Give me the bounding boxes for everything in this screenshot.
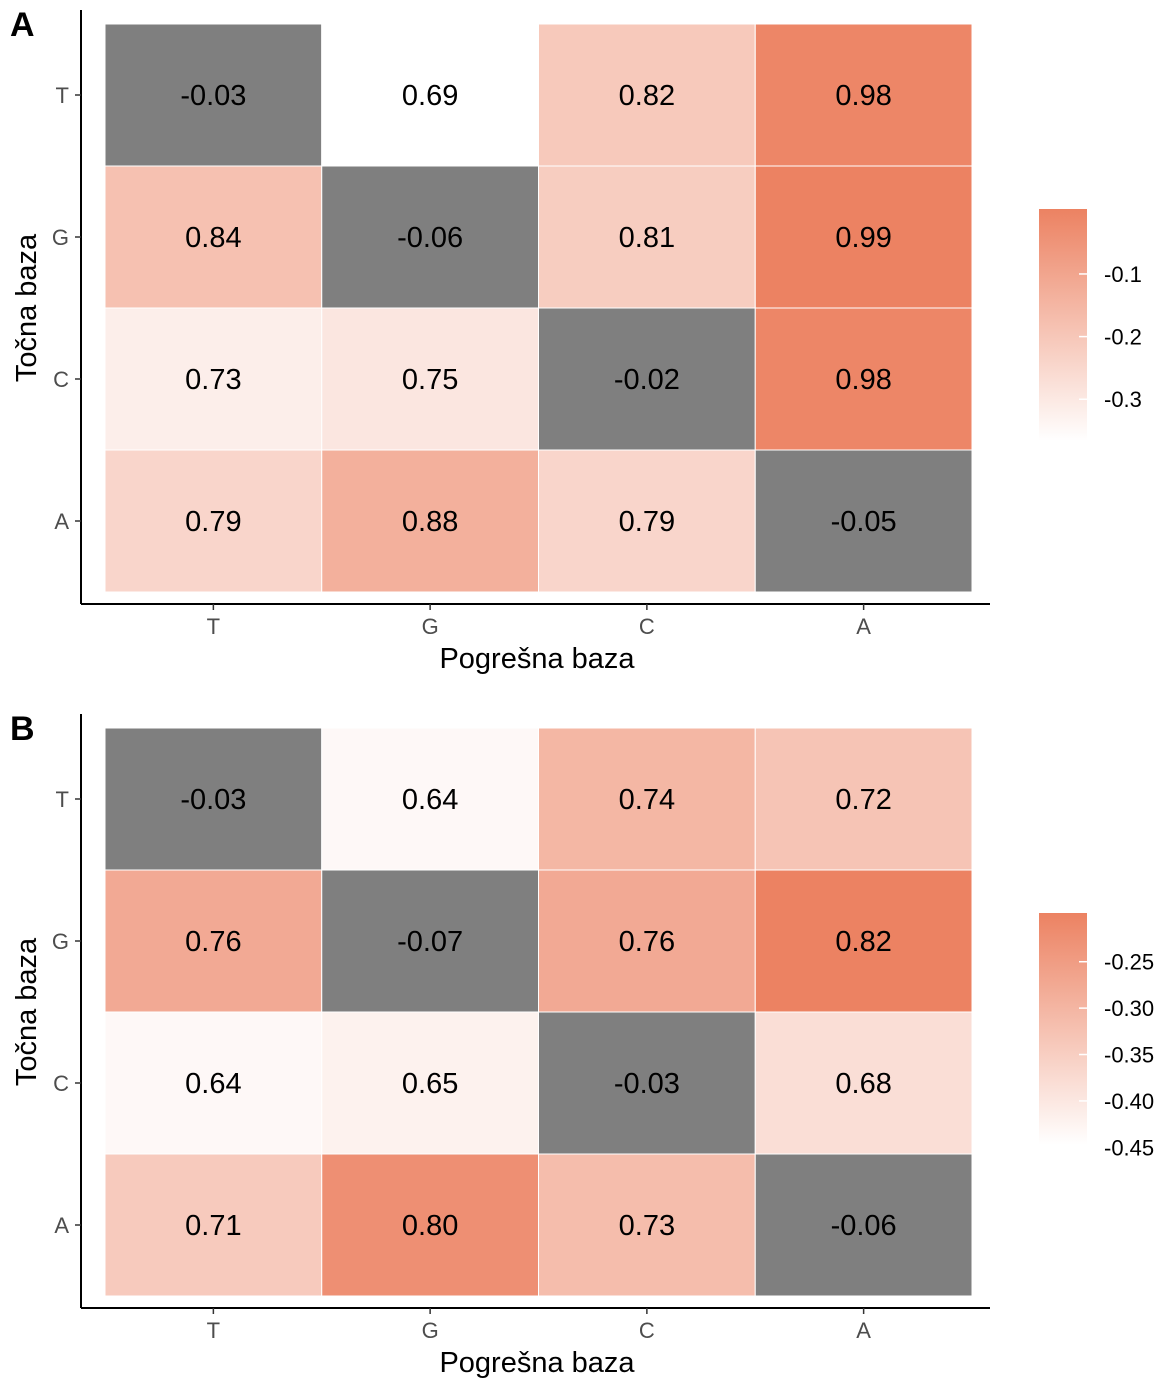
legend-tick-label: -0.35	[1104, 1043, 1154, 1068]
cell-value-label: 0.64	[185, 1068, 241, 1100]
heatmap-cell	[104, 727, 323, 871]
legend-tick-label: -0.40	[1104, 1089, 1154, 1114]
legend-colorbar	[1039, 209, 1087, 441]
y-tick-label: A	[54, 509, 69, 534]
y-axis-title: Točna baza	[11, 233, 43, 382]
heatmap-cell	[321, 23, 539, 167]
heatmap-cell	[754, 1153, 973, 1297]
cell-value-label: 0.76	[185, 926, 241, 958]
cell-value-label: 0.81	[619, 222, 675, 254]
legend-tick-label: -0.3	[1104, 387, 1142, 412]
cell-value-label: 0.65	[402, 1068, 458, 1100]
legend-tick-label: -0.2	[1104, 325, 1142, 350]
heatmap-cell	[754, 727, 973, 871]
cell-value-label: 0.71	[185, 1210, 241, 1242]
y-tick-label: T	[56, 83, 69, 108]
legend-colorbar	[1039, 913, 1087, 1145]
heatmap-cell	[104, 449, 323, 593]
panel-label: A	[10, 6, 35, 44]
heatmap-cell	[754, 1011, 973, 1155]
heatmap-cell	[321, 165, 539, 309]
x-axis-title: Pogrešna baza	[439, 1347, 635, 1379]
heatmap-cell	[321, 307, 539, 451]
heatmap-cell	[104, 165, 323, 309]
heatmap-cell	[321, 727, 539, 871]
cell-value-label: 0.79	[185, 506, 241, 538]
heatmap-cell	[754, 165, 973, 309]
cell-value-label: 0.64	[402, 784, 458, 816]
heatmap-cell	[538, 869, 756, 1013]
cell-value-label: -0.07	[397, 926, 463, 958]
cell-value-label: 0.80	[402, 1210, 458, 1242]
cell-value-label: 0.84	[185, 222, 241, 254]
panel-label: B	[10, 710, 35, 748]
heatmap-cell	[754, 23, 973, 167]
cell-value-label: 0.82	[619, 80, 675, 112]
y-tick-label: G	[52, 225, 69, 250]
cell-value-label: 0.73	[185, 364, 241, 396]
x-tick-label: C	[639, 1318, 655, 1343]
x-tick-label: C	[639, 614, 655, 639]
x-tick-label: T	[207, 614, 220, 639]
cell-value-label: 0.98	[835, 80, 891, 112]
cell-value-label: 0.76	[619, 926, 675, 958]
cell-value-label: 0.98	[835, 364, 891, 396]
x-tick-label: T	[207, 1318, 220, 1343]
cell-value-label: 0.72	[835, 784, 891, 816]
y-tick-label: G	[52, 929, 69, 954]
cell-value-label: 0.74	[619, 784, 675, 816]
cell-value-label: 0.69	[402, 80, 458, 112]
cell-value-label: -0.03	[180, 80, 246, 112]
heatmap-cell	[538, 23, 756, 167]
legend-tick-label: -0.25	[1104, 950, 1154, 975]
heatmap-cell	[104, 1011, 323, 1155]
heatmap-cell	[538, 165, 756, 309]
cell-value-label: -0.02	[614, 364, 680, 396]
cell-value-label: 0.75	[402, 364, 458, 396]
legend-tick-label: -0.45	[1104, 1135, 1154, 1160]
cell-value-label: 0.82	[835, 926, 891, 958]
heatmap-cell	[754, 869, 973, 1013]
legend-tick-label: -0.30	[1104, 996, 1154, 1021]
x-tick-label: G	[422, 614, 439, 639]
heatmap-panel-b: B -0.03 0.64 0.74 0.72 0.76 -0.07 0.76 0.82 0.64 0…	[10, 710, 1154, 1379]
cell-value-label: -0.06	[397, 222, 463, 254]
y-tick-label: C	[53, 367, 69, 392]
y-tick-label: A	[54, 1213, 69, 1238]
cell-value-label: -0.06	[831, 1210, 897, 1242]
cell-value-label: -0.05	[831, 506, 897, 538]
cell-value-label: -0.03	[180, 784, 246, 816]
cell-value-label: 0.79	[619, 506, 675, 538]
legend-tick-label: -0.1	[1104, 262, 1142, 287]
cell-value-label: 0.99	[835, 222, 891, 254]
heatmap-cell	[538, 1153, 756, 1297]
x-tick-label: A	[856, 1318, 871, 1343]
y-axis-title: Točna baza	[11, 937, 43, 1086]
x-tick-label: G	[422, 1318, 439, 1343]
heatmap-panel-a: A -0.03 0.69 0.82 0.98 0.84 -0.06 0.81 0.99 0.73 0…	[10, 6, 1142, 675]
x-tick-label: A	[856, 614, 871, 639]
heatmap-cell	[104, 23, 323, 167]
heatmap-cell	[321, 869, 539, 1013]
heatmap-cell	[538, 727, 756, 871]
y-tick-label: C	[53, 1071, 69, 1096]
heatmap-cell	[321, 449, 539, 593]
heatmap-cell	[754, 449, 973, 593]
x-axis-title: Pogrešna baza	[439, 643, 635, 675]
heatmap-cell	[754, 307, 973, 451]
y-tick-label: T	[56, 787, 69, 812]
cell-value-label: -0.03	[614, 1068, 680, 1100]
cell-value-label: 0.68	[835, 1068, 891, 1100]
heatmap-cell	[538, 449, 756, 593]
cell-value-label: 0.73	[619, 1210, 675, 1242]
heatmap-cell	[321, 1011, 539, 1155]
cell-value-label: 0.88	[402, 506, 458, 538]
